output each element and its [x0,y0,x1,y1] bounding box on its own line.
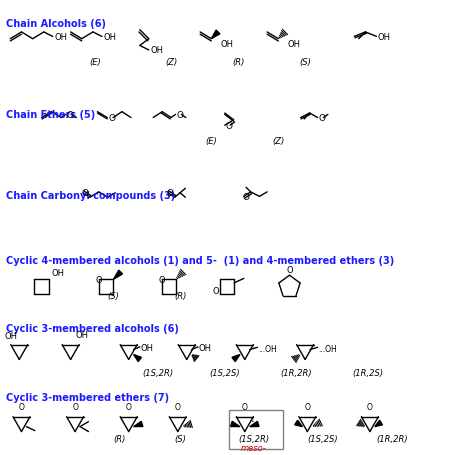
Text: OH: OH [75,330,88,339]
Text: O: O [242,402,248,411]
Text: O: O [226,121,233,131]
Text: O: O [109,114,116,123]
Text: meso-: meso- [241,443,266,452]
Text: (R): (R) [232,58,244,66]
Text: (1S,2S): (1S,2S) [308,434,338,443]
Text: (R): (R) [174,291,186,300]
Text: O: O [304,402,310,411]
Text: OH: OH [52,268,65,277]
Text: OH: OH [5,331,18,340]
Text: (E): (E) [89,58,101,66]
Text: O: O [126,402,132,411]
Text: OH: OH [221,40,234,49]
Text: O: O [82,189,89,198]
Text: O: O [243,192,250,202]
Text: ...OH: ...OH [258,344,276,353]
Text: OH: OH [103,33,116,42]
Text: O: O [319,114,326,123]
Text: (Z): (Z) [272,136,284,145]
Polygon shape [232,355,240,362]
Text: O: O [367,402,373,411]
Text: O: O [176,111,183,120]
Text: Chain Alcohols (6): Chain Alcohols (6) [6,20,106,29]
Text: OH: OH [378,33,391,42]
Polygon shape [375,420,383,427]
Text: OH: OH [140,343,153,352]
Text: O: O [175,402,181,411]
Text: (1S,2R): (1S,2R) [142,368,173,377]
Text: (E): (E) [205,136,217,145]
Polygon shape [295,420,302,427]
Text: (S): (S) [107,291,119,300]
Text: O: O [158,275,165,284]
Text: (1R,2R): (1R,2R) [376,434,408,443]
Polygon shape [113,271,123,280]
Bar [229,410,283,449]
Text: (Z): (Z) [165,58,177,66]
Text: Cyclic 3-membered alcohols (6): Cyclic 3-membered alcohols (6) [6,323,179,333]
Text: O: O [96,275,102,284]
Text: (1R,2S): (1R,2S) [352,368,383,377]
Text: Cyclic 3-membered ethers (7): Cyclic 3-membered ethers (7) [6,393,169,403]
Text: 1: 1 [251,417,254,422]
Text: OH: OH [150,46,163,55]
Text: O: O [286,265,293,274]
Text: O: O [72,402,78,411]
Text: OH: OH [54,33,67,42]
Polygon shape [134,421,143,427]
Polygon shape [231,421,240,427]
Text: O: O [67,111,73,120]
Text: Chain Carbonyl compounds (3): Chain Carbonyl compounds (3) [6,190,175,200]
Text: (R): (R) [114,434,126,443]
Text: (S): (S) [299,58,311,66]
Text: O: O [18,402,25,411]
Polygon shape [250,421,259,427]
Text: (1R,2R): (1R,2R) [280,368,312,377]
Text: Cyclic 4-membered alcohols (1) and 5-  (1) and 4-membered ethers (3): Cyclic 4-membered alcohols (1) and 5- (1… [6,255,394,265]
Text: (1S,2R): (1S,2R) [238,434,269,443]
Text: OH: OH [288,40,301,49]
Text: ...OH: ...OH [318,344,337,353]
Text: O: O [212,286,219,295]
Polygon shape [211,31,220,40]
Text: O: O [167,189,173,198]
Text: (S): (S) [174,434,186,443]
Polygon shape [134,355,142,362]
Text: (1S,2S): (1S,2S) [210,368,240,377]
Text: Chain Ethers (5): Chain Ethers (5) [6,109,95,119]
Text: OH: OH [198,343,211,352]
